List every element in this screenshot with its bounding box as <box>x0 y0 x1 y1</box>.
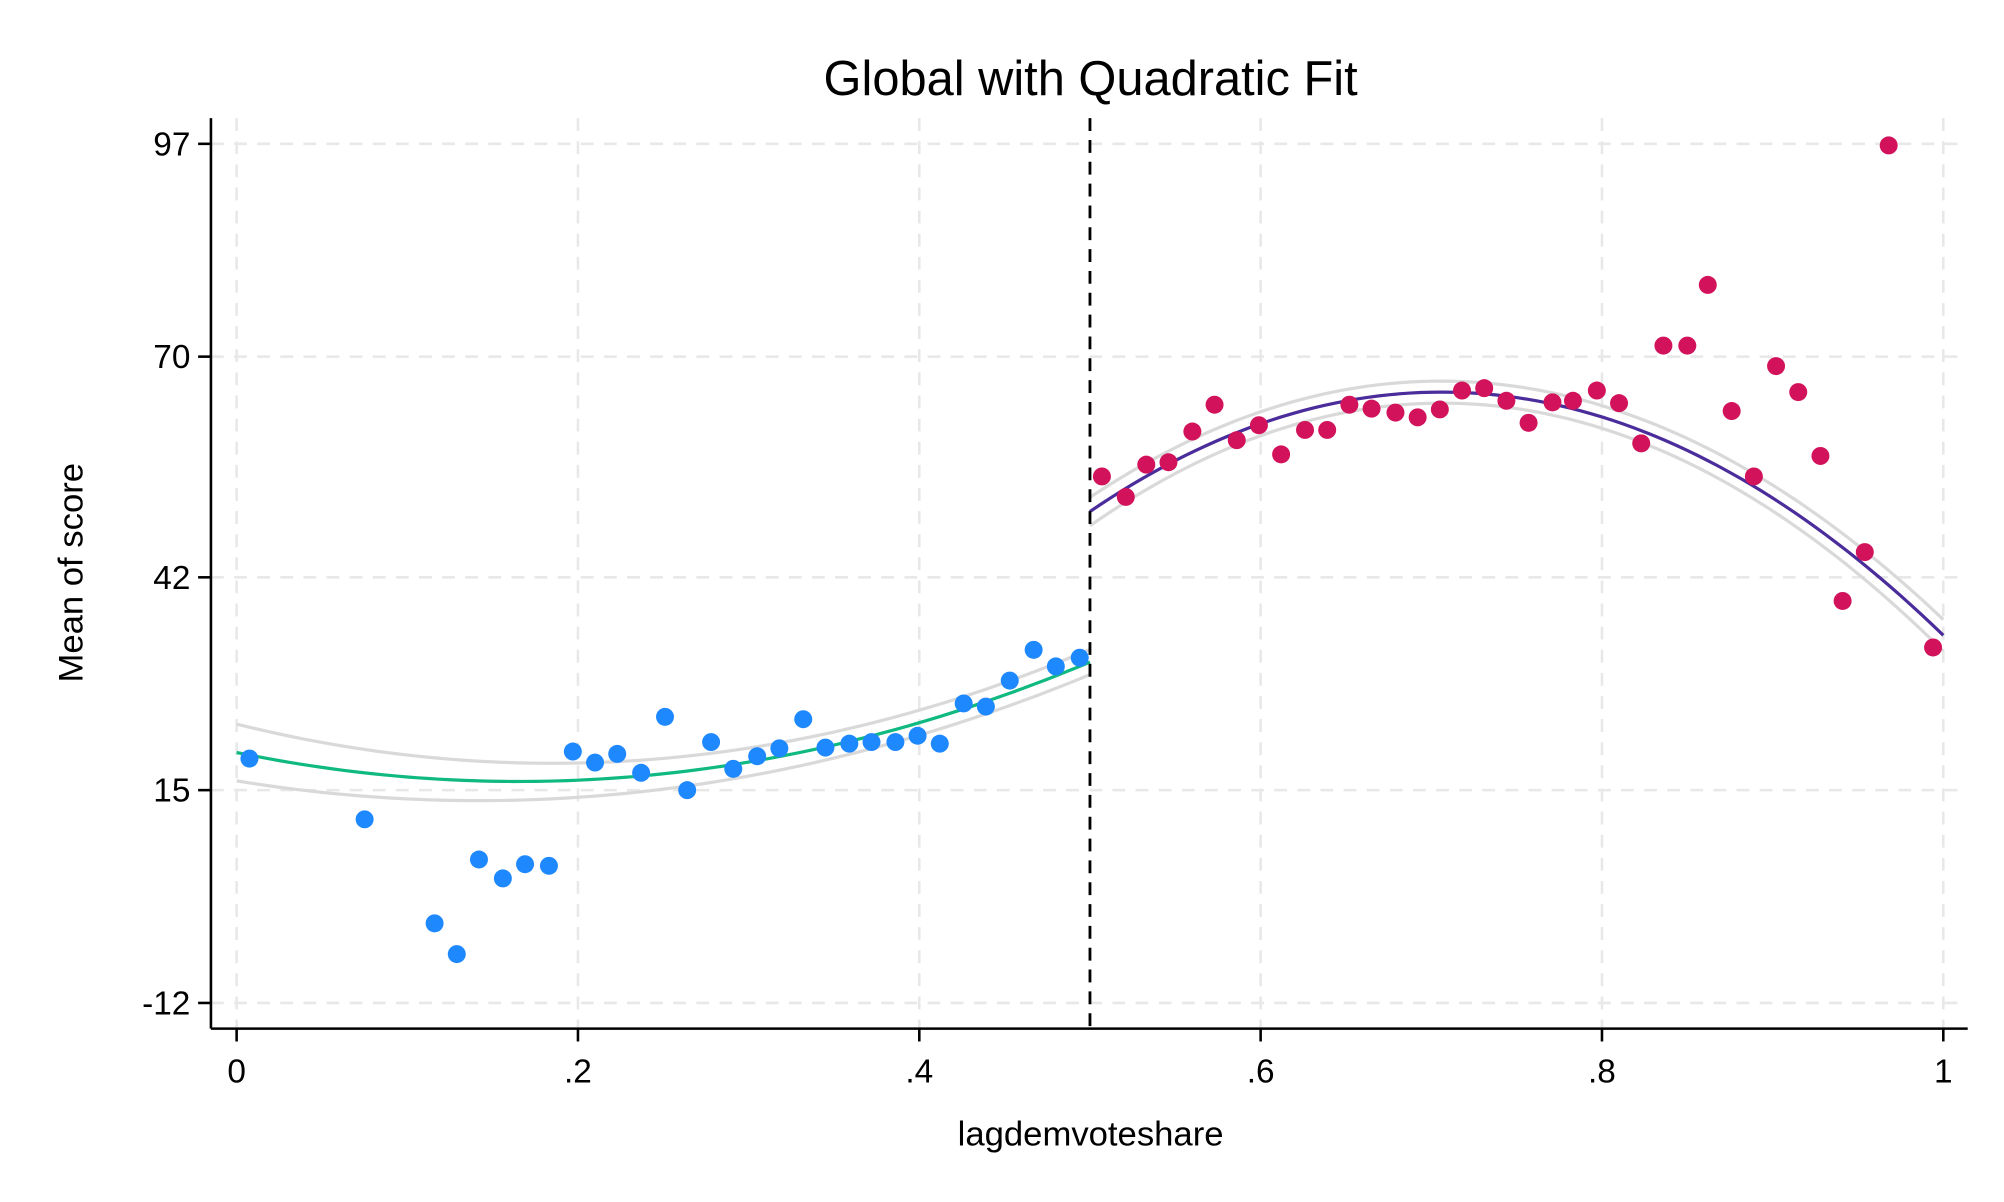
right-data-point <box>1744 467 1763 486</box>
left-fit-line <box>236 660 1091 784</box>
left-data-point <box>908 726 927 745</box>
left-data-point <box>954 694 973 713</box>
right-data-point <box>1340 395 1359 414</box>
left-data-point <box>886 733 905 752</box>
right-data-point <box>1362 399 1381 418</box>
left-ci-upper <box>236 647 1091 765</box>
x-tick-label: .6 <box>1247 1054 1275 1091</box>
right-data-point <box>1205 395 1224 414</box>
right-data-point <box>1408 408 1427 427</box>
right-data-point <box>1183 422 1202 441</box>
right-data-point <box>1563 391 1582 410</box>
y-axis-label: Mean of score <box>53 463 91 683</box>
right-data-point <box>1654 336 1673 355</box>
right-data-point <box>1453 381 1472 400</box>
right-data-point <box>1249 416 1268 435</box>
left-data-point <box>1046 657 1065 676</box>
chart-title: Global with Quadratic Fit <box>824 52 1359 106</box>
data-points <box>240 136 1943 964</box>
x-axis-label: lagdemvoteshare <box>958 1115 1224 1153</box>
left-data-point <box>469 850 488 869</box>
right-data-point <box>1543 393 1562 412</box>
left-ci-lower <box>236 673 1091 803</box>
left-data-point <box>355 810 374 829</box>
right-data-point <box>1116 487 1135 506</box>
axes: 0 .2 .4 .6 .8 1 -12 15 42 70 97 <box>142 118 1968 1091</box>
left-data-point <box>862 733 881 752</box>
right-data-point <box>1497 391 1516 410</box>
right-data-point <box>1386 403 1405 422</box>
left-data-point <box>976 697 995 716</box>
left-data-point <box>724 759 743 778</box>
left-data-point <box>632 763 651 782</box>
left-data-point <box>816 738 835 757</box>
x-tick-label: .2 <box>564 1054 592 1091</box>
y-tick-label: -12 <box>142 986 190 1023</box>
left-data-point <box>447 945 466 964</box>
left-data-point <box>563 742 582 761</box>
right-data-point <box>1811 446 1830 465</box>
right-data-point <box>1924 638 1943 657</box>
left-data-point <box>1000 671 1019 690</box>
right-data-point <box>1159 453 1178 472</box>
left-data-point <box>1070 648 1089 667</box>
right-data-point <box>1722 402 1741 421</box>
right-data-point <box>1855 543 1874 562</box>
left-data-point <box>539 856 558 875</box>
right-data-point <box>1519 413 1538 432</box>
right-data-point <box>1318 420 1337 439</box>
x-tick-label: 1 <box>1934 1054 1953 1091</box>
y-tick-label: 97 <box>153 126 190 163</box>
right-data-point <box>1678 336 1697 355</box>
left-data-point <box>493 869 512 888</box>
y-tick-label: 70 <box>153 339 190 376</box>
left-data-point <box>586 753 605 772</box>
right-data-point <box>1296 420 1314 439</box>
left-data-point <box>1024 640 1043 659</box>
x-tick-label: .8 <box>1588 1054 1616 1091</box>
left-data-point <box>702 733 721 752</box>
y-tick-label: 42 <box>153 560 190 597</box>
right-data-point <box>1879 136 1898 155</box>
left-data-point <box>425 914 444 933</box>
right-data-point <box>1698 275 1717 294</box>
right-data-point <box>1789 383 1808 402</box>
right-data-point <box>1227 431 1246 450</box>
right-data-point <box>1092 467 1111 486</box>
left-data-point <box>840 734 859 753</box>
left-data-point <box>770 739 789 758</box>
left-data-point <box>240 749 259 768</box>
left-data-point <box>930 734 949 753</box>
left-data-point <box>608 744 627 763</box>
right-data-point <box>1767 357 1786 376</box>
right-data-point <box>1137 455 1156 474</box>
left-data-point <box>678 781 697 800</box>
x-tick-label: .4 <box>905 1054 933 1091</box>
x-tick-label: 0 <box>227 1054 246 1091</box>
left-data-point <box>516 855 535 874</box>
right-data-point <box>1272 445 1291 464</box>
right-data-point <box>1632 434 1651 453</box>
left-data-point <box>794 710 813 729</box>
right-data-point <box>1475 379 1494 398</box>
y-tick-label: 15 <box>153 773 190 810</box>
right-data-point <box>1610 394 1629 413</box>
right-ci-upper <box>1089 379 1945 621</box>
right-data-point <box>1587 381 1606 400</box>
left-data-point <box>656 707 674 726</box>
right-data-point <box>1833 591 1852 610</box>
right-data-point <box>1430 400 1449 419</box>
left-data-point <box>748 747 767 766</box>
